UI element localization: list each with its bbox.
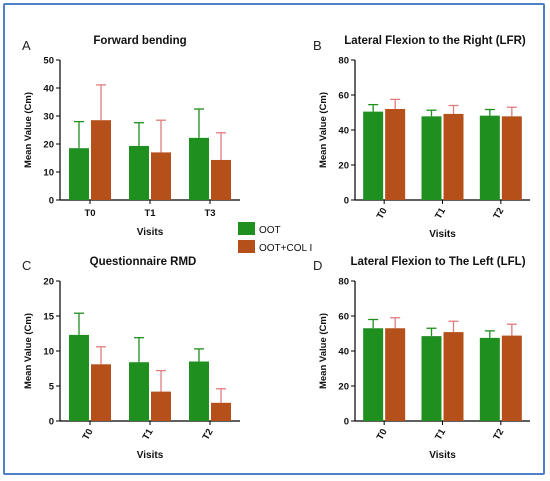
chart-panel-c: C Questionnaire RMD 0 5 10 15 20 Mean Value (Cm… <box>22 256 240 461</box>
legend-swatch-oot <box>238 222 255 235</box>
chart-panel-d: D Lateral Flexion to The Left (LFL) 0 20 40 6… <box>313 256 530 461</box>
y-tick-label: 20 <box>43 140 54 151</box>
x-axis-label: Visits <box>137 227 164 238</box>
y-tick-label: 40 <box>338 347 349 358</box>
bar-oot-t1 <box>129 362 149 421</box>
x-tick-label: T0 <box>84 208 95 219</box>
x-axis-label: Visits <box>429 229 456 240</box>
y-tick-label: 15 <box>43 312 54 323</box>
y-tick-label: 50 <box>43 56 54 67</box>
x-tick-label: T3 <box>204 208 215 219</box>
bar-oot-t0 <box>363 328 384 421</box>
x-tick-label: T1 <box>433 426 448 442</box>
y-tick-label: 30 <box>43 112 54 123</box>
x-tick-label: T1 <box>141 426 156 442</box>
chart-title: Forward bending <box>93 35 186 47</box>
y-tick-label: 0 <box>49 417 54 428</box>
x-tick-label: T2 <box>201 427 216 442</box>
y-tick-label: 20 <box>43 277 54 288</box>
bar-oot-t1 <box>421 116 442 200</box>
bar-oot-col-i-t0 <box>91 364 111 421</box>
legend: OOT OOT+COL I <box>238 222 312 254</box>
chart-panel-a: A Forward bending 0 10 20 30 40 50 Mean Value (C… <box>22 35 240 238</box>
bar-oot-t2 <box>479 115 500 200</box>
y-axis-label: Mean Value (Cm) <box>23 313 34 389</box>
bar-oot-t0 <box>69 148 89 200</box>
y-tick-label: 0 <box>49 196 54 207</box>
x-axis-label: Visits <box>429 450 456 461</box>
x-tick-label: T1 <box>433 205 448 221</box>
y-tick-label: 10 <box>43 347 54 358</box>
chart-title: Lateral Flexion to the Right (LFR) <box>344 35 526 47</box>
figure-border <box>3 3 545 475</box>
y-tick-label: 0 <box>344 417 349 428</box>
x-tick-label: T2 <box>491 206 506 221</box>
panel-letter: B <box>313 38 322 53</box>
panel-letter: A <box>22 38 31 53</box>
bar-oot-col-i-t2 <box>501 335 522 421</box>
bar-oot-col-i-t2 <box>211 402 231 421</box>
y-tick-label: 80 <box>338 277 349 288</box>
x-axis-label: Visits <box>137 450 164 461</box>
y-tick-label: 20 <box>338 382 349 393</box>
bar-oot-col-i-t3 <box>211 159 231 200</box>
y-axis-label: Mean Value (Cm) <box>318 92 329 168</box>
panel-letter: D <box>313 258 322 273</box>
x-tick-label: T1 <box>144 208 156 219</box>
x-tick-label: T0 <box>375 206 390 221</box>
y-tick-label: 0 <box>344 196 349 207</box>
y-tick-label: 60 <box>338 312 349 323</box>
bar-oot-t0 <box>69 334 89 421</box>
legend-label: OOT+COL I <box>259 243 312 254</box>
bar-oot-col-i-t0 <box>91 120 111 200</box>
bar-oot-col-i-t0 <box>385 328 406 421</box>
bar-oot-t3 <box>189 137 209 200</box>
legend-swatch-oot-col-i <box>238 240 255 253</box>
y-tick-label: 40 <box>338 126 349 137</box>
x-tick-label: T0 <box>375 427 390 442</box>
bar-oot-t1 <box>421 336 442 421</box>
bar-oot-t2 <box>189 361 209 421</box>
y-axis-label: Mean Value (Cm) <box>23 92 34 168</box>
y-tick-label: 60 <box>338 91 349 102</box>
bar-oot-t1 <box>129 145 149 200</box>
y-tick-label: 40 <box>43 84 54 95</box>
bar-oot-col-i-t1 <box>443 332 464 421</box>
y-tick-label: 5 <box>49 382 55 393</box>
y-axis-label: Mean Value (Cm) <box>318 313 329 389</box>
panel-letter: C <box>22 258 31 273</box>
bar-oot-col-i-t1 <box>151 391 171 421</box>
chart-title: Questionnaire RMD <box>90 256 197 268</box>
legend-label: OOT <box>259 225 281 236</box>
chart-title: Lateral Flexion to The Left (LFL) <box>350 256 525 268</box>
bar-oot-col-i-t1 <box>151 152 171 200</box>
bar-oot-col-i-t1 <box>443 113 464 200</box>
y-tick-label: 20 <box>338 161 349 172</box>
bar-oot-col-i-t0 <box>385 109 406 200</box>
bar-oot-t2 <box>479 337 500 421</box>
x-tick-label: T0 <box>81 427 96 442</box>
y-tick-label: 10 <box>43 168 54 179</box>
x-tick-label: T2 <box>491 427 506 442</box>
chart-panel-b: B Lateral Flexion to the Right (LFR) 0 20 40… <box>313 35 530 240</box>
y-tick-label: 80 <box>338 56 349 67</box>
bar-oot-col-i-t2 <box>501 116 522 200</box>
bar-oot-t0 <box>363 111 384 200</box>
